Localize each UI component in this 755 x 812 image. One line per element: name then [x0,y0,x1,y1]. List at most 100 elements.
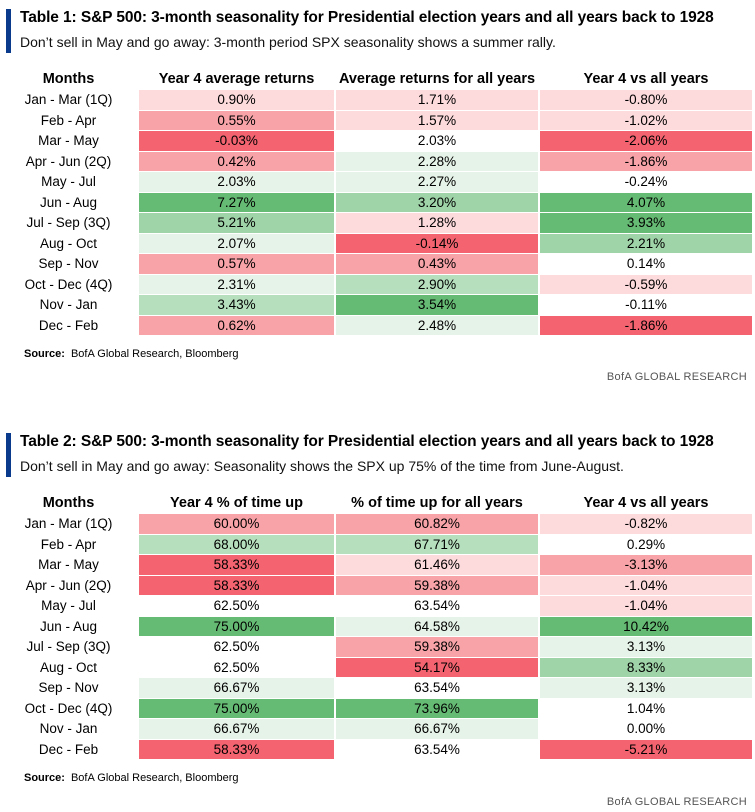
month-cell: Jul - Sep (3Q) [26,639,111,654]
header-col3: Year 4 vs all years [583,71,709,87]
value-cell-col3: -5.21% [540,739,752,760]
value-cell-col3: -0.82% [540,514,752,535]
table-row: Aug - Oct 62.50% 54.17% 8.33% [0,657,755,678]
month-cell: Aug - Oct [39,659,98,675]
table2-subtitle: Don’t sell in May and go away: Seasonali… [20,458,624,474]
value-cell-col3: 0.29% [540,534,752,555]
month-cell: Dec - Feb [38,741,99,757]
value-cell-col1: 0.42% [139,151,334,172]
value-cell-col1: 0.57% [139,254,334,275]
value-cell-col1: 0.62% [139,315,334,336]
value-cell-col2: 2.48% [336,315,538,336]
month-cell: Jun - Aug [39,618,98,634]
table-row: Jun - Aug 7.27% 3.20% 4.07% [0,192,755,213]
month-cell: Dec - Feb [38,317,99,333]
table-row: Feb - Apr 0.55% 1.57% -1.02% [0,110,755,131]
value-cell-col2: 64.58% [336,616,538,637]
table1-brand: BofA GLOBAL RESEARCH [606,371,747,383]
month-cell: Oct - Dec (4Q) [24,700,113,716]
value-cell-col3: -0.59% [540,274,752,295]
value-cell-col2: 59.38% [336,637,538,658]
value-cell-col3: 3.93% [540,213,752,234]
value-cell-col2: 61.46% [336,555,538,576]
header-col3: Year 4 vs all years [583,495,709,511]
table2: Months Year 4 % of time up % of time up … [0,492,755,760]
month-cell: Sep - Nov [38,256,99,271]
value-cell-col3: 0.14% [540,254,752,275]
table-row: Jan - Mar (1Q) 0.90% 1.71% -0.80% [0,90,755,111]
value-cell-col2: 2.03% [336,131,538,152]
value-cell-col2: 54.17% [336,657,538,678]
header-col1: Year 4 % of time up [170,495,303,511]
table2-section: Table 2: S&P 500: 3-month seasonality fo… [0,432,755,808]
source-label: Source: [24,348,65,360]
month-cell: Jun - Aug [39,194,98,210]
value-cell-col3: 0.00% [540,719,752,740]
value-cell-col2: 73.96% [336,698,538,719]
value-cell-col3: -1.02% [540,110,752,131]
value-cell-col1: 3.43% [139,295,334,316]
table1-subtitle: Don’t sell in May and go away: 3-month p… [20,34,556,50]
value-cell-col3: -0.24% [540,172,752,193]
value-cell-col2: 67.71% [336,534,538,555]
value-cell-col3: -1.04% [540,575,752,596]
value-cell-col3: 3.13% [540,678,752,699]
table-row: Nov - Jan 66.67% 66.67% 0.00% [0,719,755,740]
table-row: Feb - Apr 68.00% 67.71% 0.29% [0,534,755,555]
table-row: Dec - Feb 0.62% 2.48% -1.86% [0,315,755,336]
value-cell-col2: 1.57% [336,110,538,131]
table-row: Oct - Dec (4Q) 75.00% 73.96% 1.04% [0,698,755,719]
table2-title: Table 2: S&P 500: 3-month seasonality fo… [0,432,755,477]
table1-source: Source: BofA Global Research, Bloomberg [24,348,239,360]
value-cell-col2: 2.27% [336,172,538,193]
month-cell: Nov - Jan [39,721,98,736]
table-row: Jan - Mar (1Q) 60.00% 60.82% -0.82% [0,514,755,535]
month-cell: May - Jul [41,598,96,613]
value-cell-col3: 8.33% [540,657,752,678]
value-cell-col2: 3.54% [336,295,538,316]
table-row: Jul - Sep (3Q) 5.21% 1.28% 3.93% [0,213,755,234]
value-cell-col1: 62.50% [139,596,334,617]
header-col2: Average returns for all years [338,71,536,87]
table1-title: Table 1: S&P 500: 3-month seasonality fo… [0,8,755,53]
month-cell: Jan - Mar (1Q) [24,92,113,107]
table2-title-text: Table 2: S&P 500: 3-month seasonality fo… [20,433,714,450]
value-cell-col1: 2.03% [139,172,334,193]
table2-brand: BofA GLOBAL RESEARCH [606,796,747,808]
table-row: Sep - Nov 0.57% 0.43% 0.14% [0,254,755,275]
table-row: Mar - May 58.33% 61.46% -3.13% [0,555,755,576]
table-row: Jun - Aug 75.00% 64.58% 10.42% [0,616,755,637]
value-cell-col2: 60.82% [336,514,538,535]
table2-header-row: Months Year 4 % of time up % of time up … [0,492,755,514]
table-row: Aug - Oct 2.07% -0.14% 2.21% [0,233,755,254]
value-cell-col2: 63.54% [336,596,538,617]
value-cell-col2: 1.28% [336,213,538,234]
value-cell-col3: -1.86% [540,151,752,172]
month-cell: Sep - Nov [38,680,99,695]
month-cell: Aug - Oct [39,235,98,251]
month-cell: Jan - Mar (1Q) [24,516,113,531]
header-months: Months [42,71,95,87]
table-row: Jul - Sep (3Q) 62.50% 59.38% 3.13% [0,637,755,658]
accent-bar [6,433,11,477]
table-row: Apr - Jun (2Q) 0.42% 2.28% -1.86% [0,151,755,172]
table-row: May - Jul 2.03% 2.27% -0.24% [0,172,755,193]
month-cell: Jul - Sep (3Q) [26,215,111,230]
month-cell: Feb - Apr [40,112,97,128]
value-cell-col2: 1.71% [336,90,538,111]
value-cell-col1: 2.07% [139,233,334,254]
value-cell-col1: 0.90% [139,90,334,111]
value-cell-col1: -0.03% [139,131,334,152]
value-cell-col1: 5.21% [139,213,334,234]
value-cell-col1: 68.00% [139,534,334,555]
table-row: Mar - May -0.03% 2.03% -2.06% [0,131,755,152]
value-cell-col1: 58.33% [139,575,334,596]
source-label: Source: [24,772,65,784]
table1-body: Jan - Mar (1Q) 0.90% 1.71% -0.80% Feb - Apr 0… [0,90,755,336]
month-cell: Nov - Jan [39,297,98,312]
month-cell: Mar - May [38,557,99,572]
month-cell: Mar - May [38,133,99,148]
table-row: Apr - Jun (2Q) 58.33% 59.38% -1.04% [0,575,755,596]
value-cell-col2: 2.90% [336,274,538,295]
value-cell-col3: 2.21% [540,233,752,254]
